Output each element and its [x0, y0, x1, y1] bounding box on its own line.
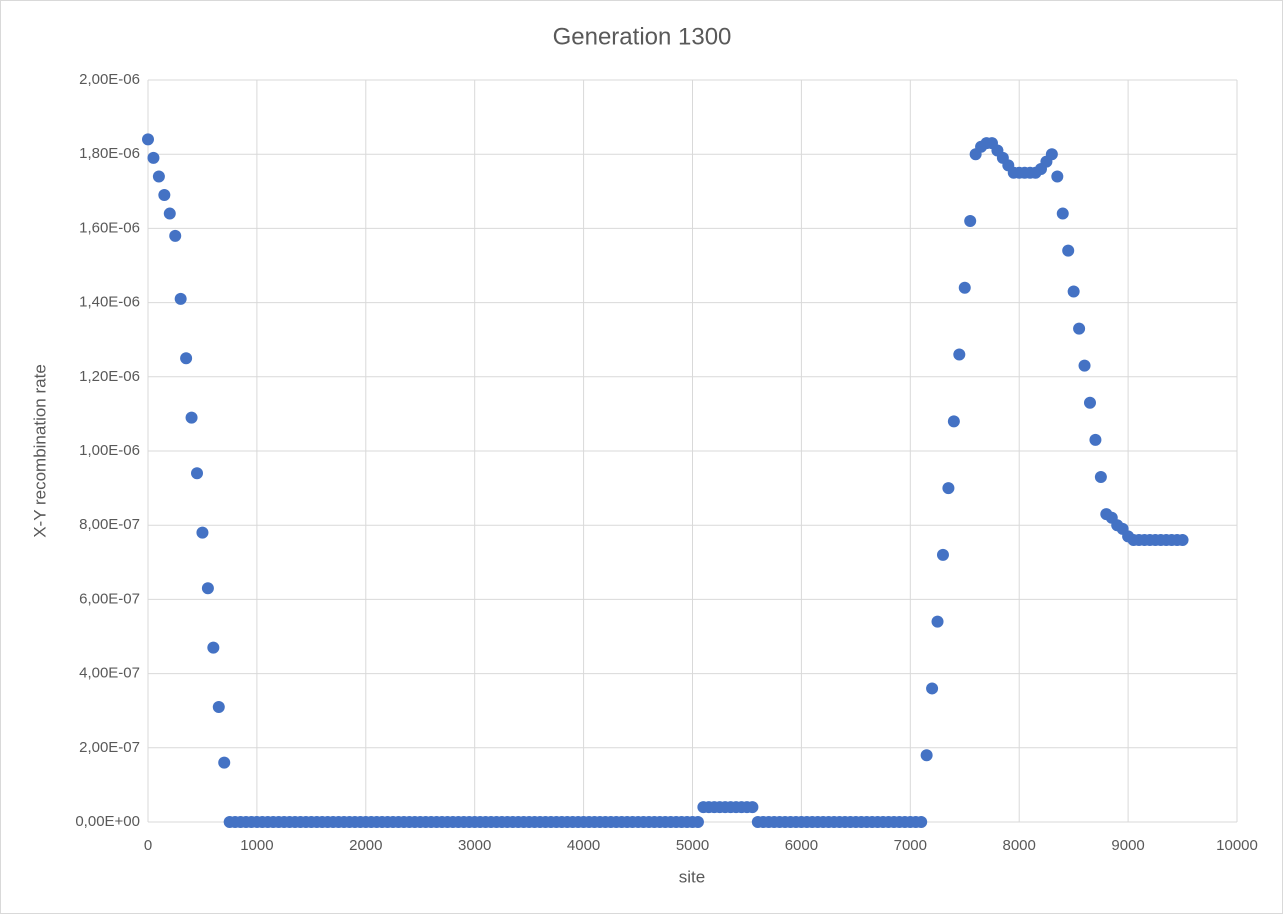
y-tick-label: 1,20E-06 [79, 368, 140, 385]
point [691, 816, 704, 828]
point [212, 700, 225, 713]
x-tick-label: 7000 [894, 837, 927, 854]
x-tick-label: 1000 [240, 837, 273, 854]
point [1051, 170, 1064, 183]
x-tick-label: 0 [144, 837, 152, 854]
y-tick-label: 0,00E+00 [75, 813, 140, 830]
point [1078, 359, 1091, 372]
x-tick-label: 4000 [567, 837, 600, 854]
y-tick-label: 2,00E-07 [79, 739, 140, 756]
y-tick-label: 1,80E-06 [79, 145, 140, 162]
point [142, 133, 154, 146]
y-tick-label: 2,00E-06 [79, 71, 140, 88]
x-axis-title: site [679, 867, 705, 886]
y-tick-label: 1,40E-06 [79, 294, 140, 311]
x-tick-label: 9000 [1111, 837, 1144, 854]
point [207, 641, 220, 654]
point [191, 467, 204, 480]
point [201, 582, 214, 595]
point [942, 482, 955, 495]
point [958, 281, 971, 294]
point [1056, 207, 1069, 220]
point [163, 207, 176, 220]
point [920, 749, 933, 762]
x-tick-label: 10000 [1216, 837, 1258, 854]
point [169, 229, 182, 242]
y-tick-label: 6,00E-07 [79, 590, 140, 607]
y-axis-title: X-Y recombination rate [30, 364, 49, 538]
point [1045, 148, 1058, 161]
point [915, 816, 928, 828]
x-tick-label: 5000 [676, 837, 709, 854]
y-tick-label: 1,00E-06 [79, 442, 140, 459]
point [947, 415, 960, 428]
point [926, 682, 939, 695]
point [953, 348, 966, 361]
x-tick-label: 3000 [458, 837, 491, 854]
y-tick-label: 1,60E-06 [79, 219, 140, 236]
point [218, 756, 231, 769]
chart-title: Generation 1300 [553, 23, 732, 50]
point [1062, 244, 1075, 257]
point [936, 548, 949, 561]
y-tick-label: 4,00E-07 [79, 665, 140, 682]
point [964, 214, 977, 227]
point [152, 170, 165, 183]
point [196, 526, 209, 539]
x-tick-label: 8000 [1003, 837, 1036, 854]
point [1176, 534, 1189, 547]
point [746, 801, 759, 814]
point [180, 352, 193, 365]
point [1094, 470, 1107, 483]
point [1073, 322, 1086, 335]
point [1083, 396, 1096, 409]
point [174, 292, 187, 305]
point [147, 151, 160, 164]
x-tick-label: 2000 [349, 837, 382, 854]
point [931, 615, 944, 628]
point [1089, 433, 1102, 446]
point [1067, 285, 1080, 298]
x-tick-label: 6000 [785, 837, 818, 854]
y-tick-label: 8,00E-07 [79, 516, 140, 533]
point [158, 189, 171, 202]
point [185, 411, 198, 424]
